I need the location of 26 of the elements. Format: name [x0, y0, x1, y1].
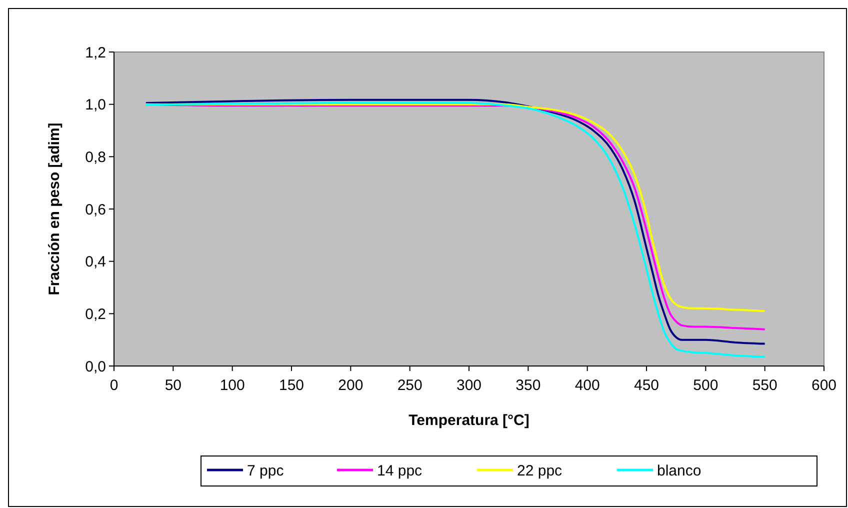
x-tick-label: 0 [110, 377, 118, 394]
x-tick-label: 450 [634, 377, 660, 394]
x-tick-label: 50 [164, 377, 182, 394]
x-tick-label: 550 [752, 377, 778, 394]
x-tick-label: 600 [811, 377, 837, 394]
y-tick-label: 0,2 [85, 306, 106, 323]
legend-label: blanco [657, 462, 702, 480]
legend-label: 22 ppc [517, 462, 563, 480]
legend-label: 7 ppc [247, 462, 284, 480]
x-tick-label: 100 [220, 377, 245, 394]
x-tick-label: 300 [456, 377, 482, 394]
x-tick-label: 500 [693, 377, 718, 394]
x-axis-title: Temperatura [°C] [408, 412, 530, 429]
y-tick-label: 0,6 [85, 201, 106, 218]
y-tick-label: 0,0 [85, 358, 106, 376]
x-tick-label: 350 [516, 377, 541, 394]
x-tick-label: 400 [574, 377, 600, 394]
y-tick-label: 0,4 [85, 254, 106, 271]
x-tick-label: 150 [278, 377, 304, 394]
legend-label: 14 ppc [377, 462, 423, 480]
x-tick-label: 250 [397, 377, 422, 394]
y-tick-label: 1,2 [85, 44, 106, 62]
y-tick-label: 1,0 [85, 96, 106, 114]
y-tick-label: 0,8 [85, 148, 106, 166]
x-tick-label: 200 [338, 377, 364, 394]
y-axis-title: Fracción en peso [adim] [46, 122, 63, 296]
